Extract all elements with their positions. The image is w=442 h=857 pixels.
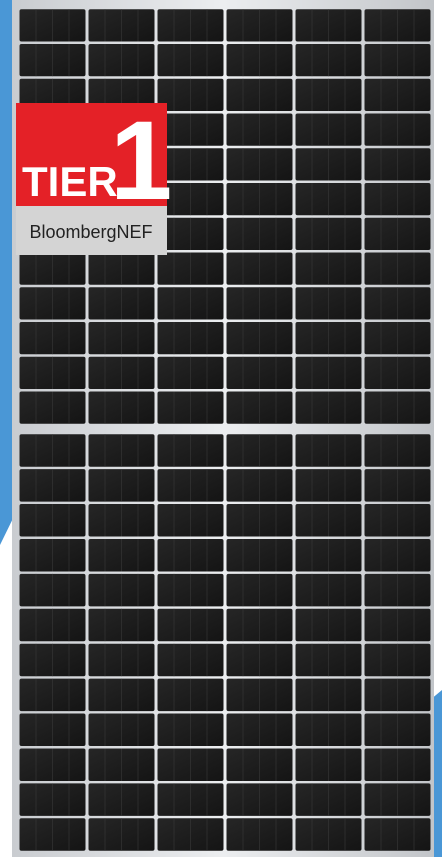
badge-brand: BloombergNEF <box>29 222 152 242</box>
badge-number: 1 <box>110 98 172 223</box>
badge-red <box>16 103 167 206</box>
tier-badge: TIER 1 BloombergNEF <box>16 98 172 255</box>
badge-gray <box>16 206 167 255</box>
badge-tier: TIER <box>22 158 118 205</box>
